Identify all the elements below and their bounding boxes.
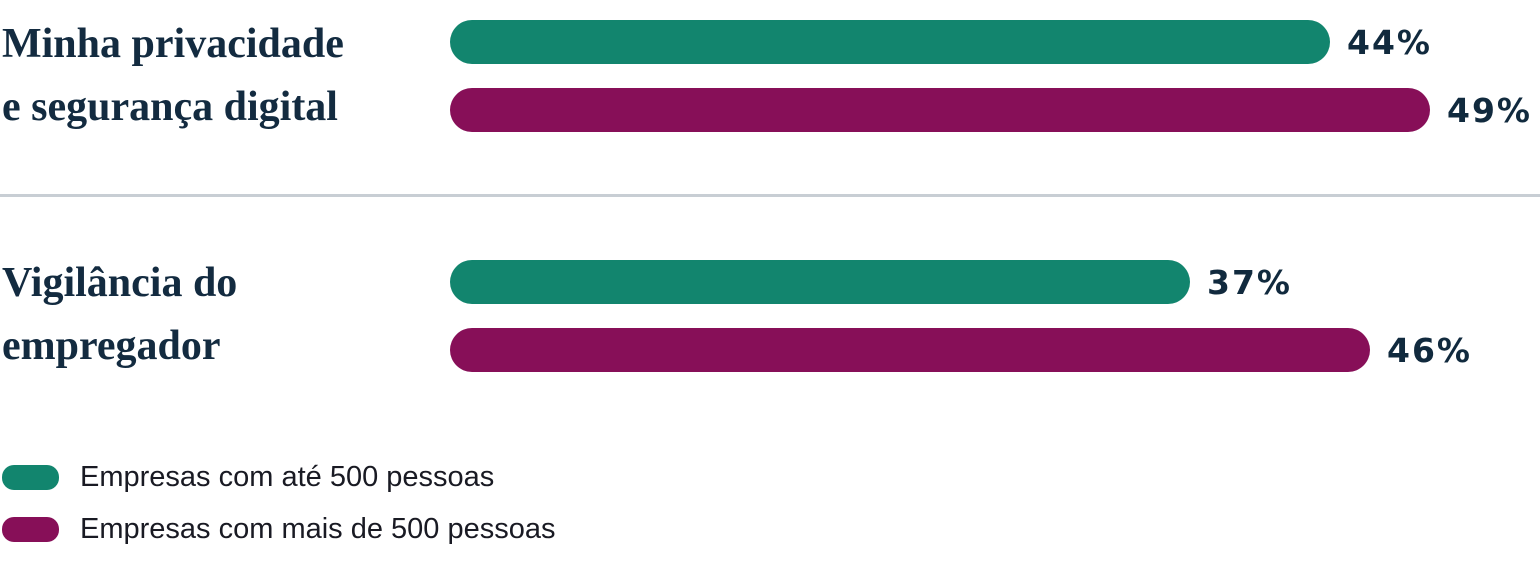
bar-small-companies-privacidade <box>450 20 1330 64</box>
value-label: 49% <box>1447 90 1532 130</box>
value-label: 37% <box>1207 262 1292 302</box>
legend-item-small-companies: Empresas com até 500 pessoas <box>2 461 556 493</box>
category-label-line: e segurança digital <box>2 84 338 130</box>
value-label: 44% <box>1347 22 1432 62</box>
category-label-line: Minha privacidade <box>2 21 344 67</box>
legend-swatch-teal <box>2 465 59 490</box>
category-label-line: empregador <box>2 323 221 369</box>
category-label-line: Vigilância do <box>2 260 238 306</box>
legend-label: Empresas com até 500 pessoas <box>80 461 495 493</box>
category-label-privacidade: Minha privacidade e segurança digital <box>2 13 344 139</box>
divider-line <box>0 194 1540 197</box>
legend-swatch-magenta <box>2 517 59 542</box>
bar-row: 44% <box>450 20 1432 64</box>
bar-row: 49% <box>450 88 1532 132</box>
bar-large-companies-vigilancia <box>450 328 1370 372</box>
bar-row: 46% <box>450 328 1472 372</box>
bar-row: 37% <box>450 260 1292 304</box>
value-label: 46% <box>1387 330 1472 370</box>
category-label-vigilancia: Vigilância do empregador <box>2 252 237 378</box>
bar-small-companies-vigilancia <box>450 260 1190 304</box>
bar-large-companies-privacidade <box>450 88 1430 132</box>
legend-label: Empresas com mais de 500 pessoas <box>80 513 556 545</box>
legend-item-large-companies: Empresas com mais de 500 pessoas <box>2 513 556 545</box>
legend: Empresas com até 500 pessoas Empresas co… <box>2 461 556 569</box>
